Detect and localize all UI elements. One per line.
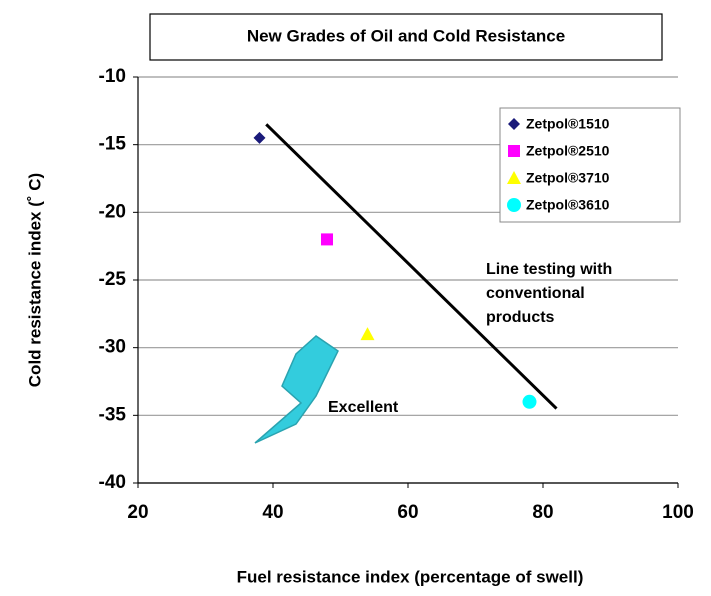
x-tick-label: 60 (397, 502, 418, 523)
y-tick-label: -15 (99, 134, 127, 155)
legend-label: Zetpol®2510 (526, 143, 610, 159)
legend-marker (507, 198, 521, 212)
y-axis-label: Cold resistance index (˚ C) (25, 173, 44, 387)
title-box (149, 13, 663, 61)
point (253, 131, 266, 144)
legend-box (499, 107, 681, 223)
annotation: products (486, 309, 555, 326)
annotation: conventional (486, 285, 585, 302)
point (321, 233, 333, 246)
x-tick-label: 80 (532, 502, 553, 523)
arrow (254, 335, 339, 444)
legend-label: Zetpol®3610 (526, 197, 610, 213)
y-tick-label: -20 (99, 201, 126, 222)
x-axis-label: Fuel resistance index (percentage of swe… (237, 567, 584, 586)
chart-title: New Grades of Oil and Cold Resistance (247, 26, 565, 45)
annotation: Excellent (328, 399, 399, 416)
y-tick-label: -30 (99, 337, 126, 358)
legend-marker (508, 145, 520, 157)
point (522, 394, 537, 409)
legend-marker (507, 171, 521, 184)
annotation: Line testing with (486, 261, 612, 278)
x-tick-label: 100 (662, 502, 694, 523)
legend-marker (508, 118, 520, 130)
trend-line (265, 123, 558, 410)
point (360, 327, 375, 341)
legend-label: Zetpol®3710 (526, 170, 610, 186)
y-tick-label: -25 (99, 269, 127, 290)
y-tick-label: -35 (99, 404, 127, 425)
x-tick-label: 40 (262, 502, 283, 523)
y-tick-label: -10 (99, 66, 126, 87)
y-tick-label: -40 (99, 472, 126, 493)
legend-label: Zetpol®1510 (526, 116, 610, 132)
x-tick-label: 20 (127, 502, 148, 523)
